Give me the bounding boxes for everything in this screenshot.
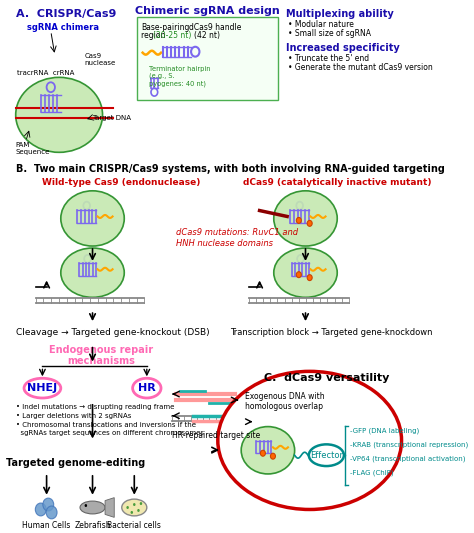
Ellipse shape [16, 77, 102, 152]
Text: Increased specificity: Increased specificity [286, 43, 400, 53]
Text: Endogenous repair
mechanisms: Endogenous repair mechanisms [49, 345, 153, 366]
Text: • Modular nature: • Modular nature [288, 20, 354, 29]
Text: -VP64 (transcriptional activation): -VP64 (transcriptional activation) [350, 455, 465, 462]
Ellipse shape [274, 191, 337, 246]
Text: Targeted genome-editing: Targeted genome-editing [6, 458, 146, 468]
Text: Cleavage → Targeted gene-knockout (DSB): Cleavage → Targeted gene-knockout (DSB) [16, 328, 210, 337]
Ellipse shape [241, 426, 295, 474]
Text: • Truncate the 5' end: • Truncate the 5' end [288, 54, 369, 63]
Circle shape [296, 217, 301, 223]
Text: Human Cells: Human Cells [22, 521, 71, 530]
Text: NHEJ: NHEJ [27, 383, 57, 393]
Text: -GFP (DNA labeling): -GFP (DNA labeling) [350, 427, 419, 434]
Ellipse shape [80, 501, 105, 514]
Text: Bacterial cells: Bacterial cells [107, 521, 161, 530]
Circle shape [296, 272, 301, 278]
Text: A.  CRISPR/Cas9: A. CRISPR/Cas9 [16, 9, 116, 19]
Text: (42 nt): (42 nt) [194, 31, 220, 40]
Text: dCas9 (catalytically inactive mutant): dCas9 (catalytically inactive mutant) [243, 178, 431, 187]
Ellipse shape [61, 248, 124, 297]
Ellipse shape [218, 372, 401, 510]
Ellipse shape [46, 506, 57, 519]
Text: • Larger deletions with 2 sgRNAs: • Larger deletions with 2 sgRNAs [16, 413, 131, 419]
Text: dCas9 mutations: RuvC1 and
HNH nuclease domains: dCas9 mutations: RuvC1 and HNH nuclease … [176, 228, 298, 248]
Circle shape [137, 509, 140, 512]
Text: Chimeric sgRNA design: Chimeric sgRNA design [135, 6, 279, 17]
Text: Terminator hairpin
(e.g., S.
pyogenes: 40 nt): Terminator hairpin (e.g., S. pyogenes: 4… [149, 66, 211, 86]
Text: Wild-type Cas9 (endonuclease): Wild-type Cas9 (endonuclease) [42, 178, 201, 187]
Text: Zebrafish: Zebrafish [74, 521, 111, 530]
Circle shape [130, 511, 133, 514]
Text: B.  Two main CRISPR/Cas9 systems, with both involving RNA-guided targeting: B. Two main CRISPR/Cas9 systems, with bo… [16, 164, 445, 174]
Text: dCas9 handle: dCas9 handle [189, 23, 241, 32]
Text: • Generate the mutant dCas9 version: • Generate the mutant dCas9 version [288, 62, 433, 71]
Ellipse shape [274, 248, 337, 297]
Text: • Indel mutations → disrupting reading frame: • Indel mutations → disrupting reading f… [16, 404, 174, 410]
Ellipse shape [309, 445, 344, 466]
Circle shape [260, 450, 265, 456]
Text: Multiplexing ability: Multiplexing ability [286, 9, 394, 19]
Ellipse shape [36, 503, 46, 516]
Ellipse shape [24, 378, 61, 398]
Ellipse shape [61, 191, 124, 246]
Ellipse shape [133, 378, 161, 398]
Circle shape [307, 274, 312, 280]
Text: HR: HR [138, 383, 155, 393]
Text: Base-pairing: Base-pairing [141, 23, 189, 32]
Ellipse shape [122, 499, 147, 516]
Circle shape [271, 453, 275, 459]
Text: region: region [141, 31, 168, 40]
Text: C.  dCas9 versatility: C. dCas9 versatility [264, 373, 389, 383]
Circle shape [140, 502, 142, 505]
Circle shape [84, 504, 87, 507]
Text: Exogenous DNA with
homologous overlap: Exogenous DNA with homologous overlap [245, 392, 324, 411]
Text: Target DNA: Target DNA [92, 115, 131, 121]
Text: sgRNA chimera: sgRNA chimera [27, 23, 100, 32]
Text: Transcription block → Targeted gene-knockdown: Transcription block → Targeted gene-knoc… [230, 328, 433, 337]
Ellipse shape [43, 498, 54, 511]
Circle shape [307, 221, 312, 227]
Polygon shape [105, 498, 114, 518]
FancyBboxPatch shape [137, 17, 278, 100]
Circle shape [133, 503, 136, 506]
Text: Effector: Effector [310, 451, 343, 459]
Text: -FLAG (ChIP): -FLAG (ChIP) [350, 469, 393, 475]
Text: Cas9
nuclease: Cas9 nuclease [84, 53, 116, 66]
Text: • Small size of sgRNA: • Small size of sgRNA [288, 29, 371, 38]
Circle shape [127, 506, 129, 509]
Text: sgRNAs target sequences on different chromosomes: sgRNAs target sequences on different chr… [16, 430, 204, 435]
Text: (20-25 nt): (20-25 nt) [154, 31, 192, 40]
Text: -KRAB (transcriptional repression): -KRAB (transcriptional repression) [350, 441, 468, 448]
Text: HR-repaired target site: HR-repaired target site [172, 431, 260, 440]
Text: PAM
Sequence: PAM Sequence [16, 142, 50, 156]
Text: • Chromosomal translocations and inversions if the: • Chromosomal translocations and inversi… [16, 422, 196, 427]
Text: tracrRNA  crRNA: tracrRNA crRNA [18, 70, 75, 76]
